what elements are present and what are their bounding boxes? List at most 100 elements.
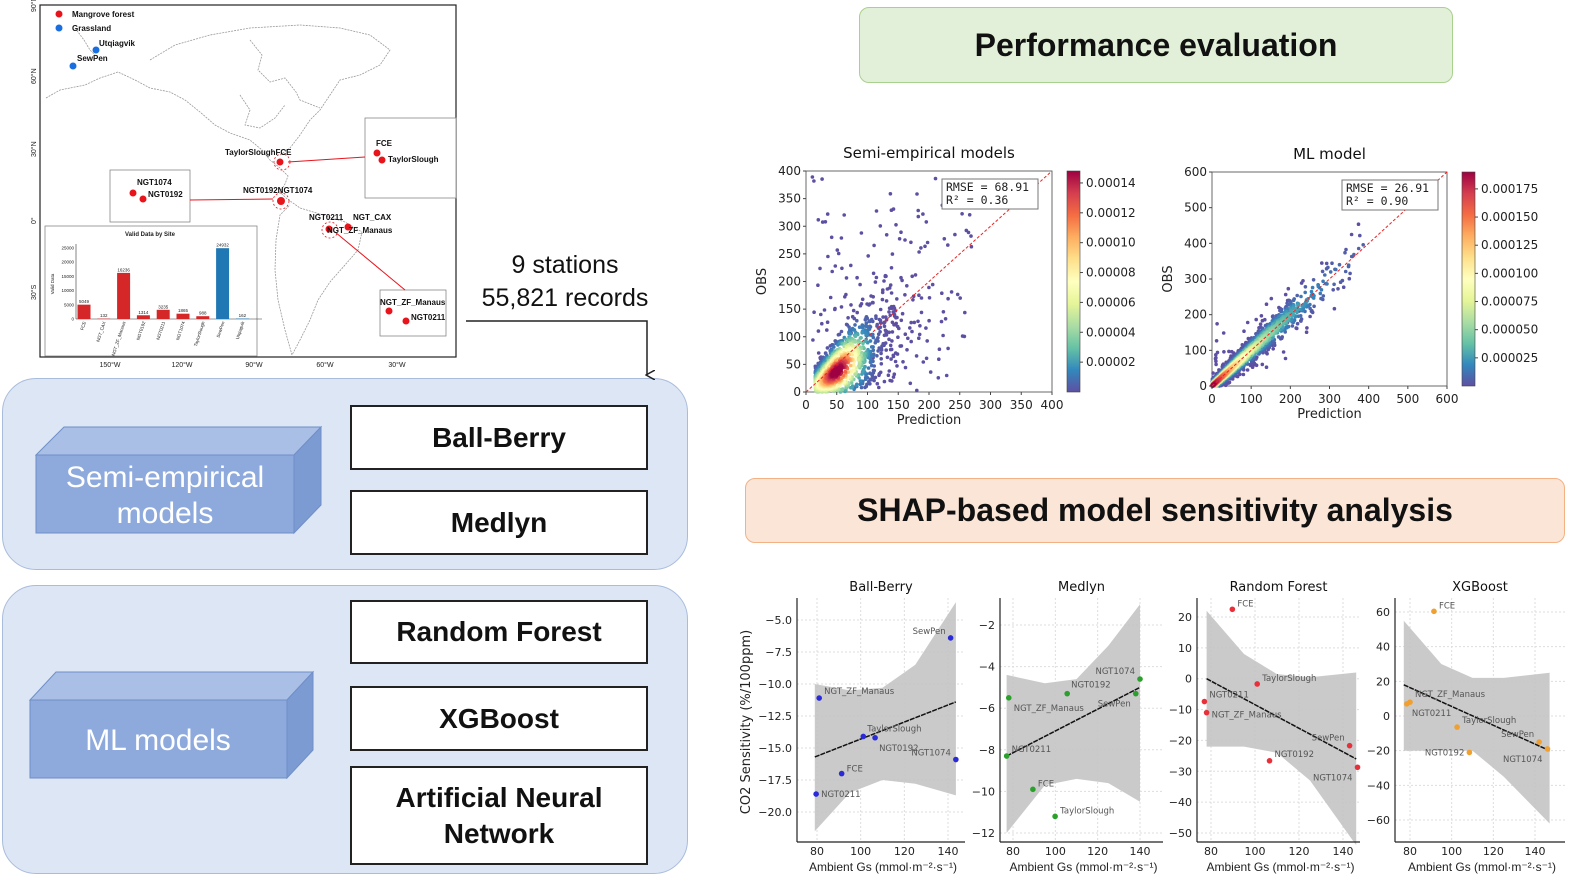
data-point — [858, 379, 863, 383]
data-point — [858, 282, 862, 287]
y-tick-label: −12 — [972, 827, 995, 840]
bar-ngt0192 — [136, 315, 150, 319]
y-tick-label: 600 — [1184, 165, 1207, 179]
site-point-label: NGT0192 — [879, 744, 918, 754]
data-point — [874, 275, 879, 280]
y-tick-label: 0 — [1199, 379, 1207, 393]
bar-category-label: SewPen — [216, 320, 226, 338]
data-point — [1280, 335, 1284, 339]
site-label: NGT0211 — [411, 313, 446, 322]
data-point — [1281, 350, 1286, 354]
flow-arrow — [466, 320, 647, 375]
shap-sensitivity-plots: 80 100 120 140−5.0−7.5−10.0−12.5−15.0−17.5−… — [758, 580, 1565, 874]
site-point — [872, 734, 878, 741]
data-point — [911, 294, 916, 299]
site-point — [1030, 786, 1036, 793]
data-point — [1344, 247, 1348, 252]
data-point — [864, 333, 868, 338]
data-point — [868, 339, 873, 343]
data-point — [964, 228, 969, 233]
data-point — [969, 234, 973, 238]
data-point — [1221, 331, 1226, 335]
data-point — [884, 315, 888, 319]
site-point-label: NGT1074 — [911, 749, 950, 759]
panel-title: Ball-Berry — [849, 580, 913, 595]
records-count: 55,821 records — [481, 284, 649, 312]
site-taylorslough-inset — [378, 156, 386, 164]
data-point — [1321, 279, 1325, 284]
box-top-face — [34, 426, 323, 456]
data-point — [871, 300, 875, 305]
site-point-label: SewPen — [1501, 730, 1534, 740]
data-point — [925, 339, 929, 343]
data-point — [917, 336, 921, 341]
data-point — [828, 344, 833, 348]
data-point — [1343, 269, 1348, 274]
y-tick-label: 20 — [1376, 675, 1390, 688]
data-point — [887, 337, 891, 342]
data-point — [915, 388, 919, 393]
semi-empirical-label-line2: models — [117, 497, 214, 530]
plot-title: ML model — [1293, 145, 1366, 163]
data-point — [1356, 222, 1361, 226]
data-point — [923, 244, 927, 249]
x-tick-label: 0 — [802, 398, 810, 412]
y-tick-label: −8 — [979, 744, 995, 757]
data-point — [1277, 305, 1281, 310]
data-point — [927, 296, 932, 300]
y-tick-label: 200 — [1184, 308, 1207, 322]
data-point — [810, 175, 815, 179]
bar-value-label: 162 — [239, 313, 247, 318]
data-point — [905, 348, 909, 352]
data-point — [1331, 288, 1335, 292]
data-point — [863, 317, 868, 322]
lon-label: 150°W — [99, 361, 120, 369]
data-point — [840, 266, 844, 271]
panel-title: Random Forest — [1230, 580, 1328, 595]
y-tick-label: 40 — [1376, 641, 1390, 654]
colorbar-tick-label: 0.00006 — [1086, 295, 1136, 309]
data-point — [829, 235, 834, 240]
site-point-label: NGT0211 — [1209, 691, 1248, 701]
data-point — [943, 317, 948, 321]
data-point — [853, 323, 857, 327]
y-tick-label: −17.5 — [758, 774, 792, 787]
data-point — [884, 299, 889, 303]
data-point — [874, 316, 878, 321]
data-point — [1303, 302, 1307, 306]
data-point — [921, 360, 926, 364]
shap-panel-medlyn: 80 100 120 140 −2 −4 −6 −8 −10 −12 NGT_ZF_Manaus NG… — [972, 580, 1163, 874]
site-point-label: NGT1074 — [1096, 667, 1135, 677]
data-point — [816, 283, 820, 288]
colorbar-tick-label: 0.000025 — [1481, 351, 1538, 365]
model-xgboost: XGBoost — [350, 686, 648, 751]
site-point — [1466, 749, 1473, 756]
confidence-band — [1403, 620, 1550, 824]
data-point — [1299, 281, 1304, 285]
colorbar-tick-label: 0.00012 — [1086, 206, 1136, 220]
site-sewpen — [69, 62, 77, 70]
data-point — [1338, 280, 1343, 285]
site-point — [1354, 764, 1361, 771]
data-point — [960, 212, 964, 216]
bar-taylorslough — [196, 316, 210, 319]
y-tick-label: −7.5 — [765, 646, 792, 659]
data-point — [917, 293, 921, 298]
box-front-face — [35, 454, 295, 534]
data-point — [1215, 322, 1219, 326]
data-point — [887, 369, 892, 373]
data-point — [891, 375, 896, 379]
data-point — [825, 320, 830, 325]
data-point — [1276, 335, 1281, 339]
colorbar-tick-label: 0.00002 — [1086, 355, 1136, 369]
ml-scatter-plot: 00 100 100 200 200 300 300 400 400 500 500 600 600 Pr… — [1161, 145, 1538, 422]
data-point — [842, 213, 846, 217]
data-point — [921, 212, 925, 216]
site-point-label: FCE — [847, 765, 863, 775]
data-point — [833, 307, 837, 312]
data-point — [892, 372, 897, 377]
data-point — [1361, 243, 1365, 247]
confidence-band — [1206, 610, 1357, 846]
bar-fce — [77, 304, 91, 319]
x-tick-label: 120 — [1483, 845, 1504, 858]
